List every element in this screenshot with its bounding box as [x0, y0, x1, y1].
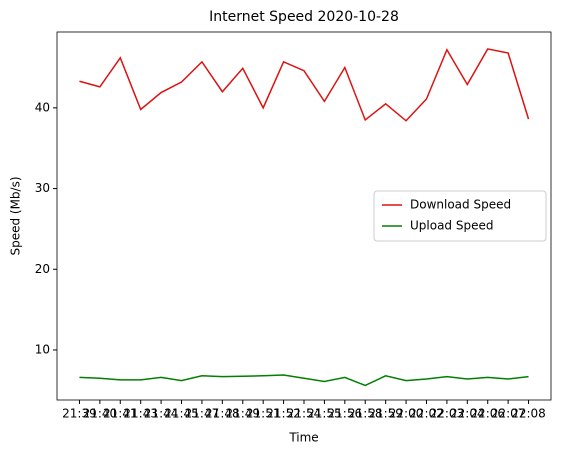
x-tick-label: 21:58: [348, 407, 383, 421]
y-tick-label: 10: [35, 342, 50, 356]
x-tick-label: 22:03: [430, 407, 465, 421]
y-tick-label: 20: [35, 262, 50, 276]
x-tick-label: 22:02: [409, 407, 444, 421]
legend-label: Upload Speed: [410, 219, 493, 233]
x-tick-label: 22:08: [511, 407, 546, 421]
series-line: [79, 374, 529, 387]
y-tick-label: 30: [35, 181, 50, 195]
x-tick-label: 22:00: [389, 407, 424, 421]
x-tick-label: 21:45: [164, 407, 199, 421]
series-line: [79, 48, 530, 122]
x-tick-label: 21:41: [103, 407, 138, 421]
plot-frame: [56, 31, 552, 401]
x-tick-label: 21:44: [144, 407, 179, 421]
legend-label: Download Speed: [410, 198, 511, 212]
x-tick-label: 22:07: [491, 407, 526, 421]
x-tick-label: 21:43: [123, 407, 158, 421]
x-tick-label: 21:56: [328, 407, 363, 421]
x-tick-label: 22:06: [470, 407, 505, 421]
x-tick-label: 21:48: [205, 407, 240, 421]
chart-title: Internet Speed 2020-10-28: [209, 9, 399, 25]
x-axis-label: Time: [288, 431, 318, 445]
x-tick-label: 21:54: [287, 407, 322, 421]
x-tick-label: 21:59: [368, 407, 403, 421]
x-tick-label: 21:51: [246, 407, 281, 421]
x-tick-label: 21:39: [62, 407, 97, 421]
y-axis-label: Speed (Mb/s): [9, 176, 23, 255]
x-tick-label: 21:49: [225, 407, 260, 421]
legend-box: [373, 190, 547, 242]
x-tick-label: 22:04: [450, 407, 485, 421]
x-tick-label: 21:47: [185, 407, 220, 421]
x-tick-label: 21:52: [266, 407, 301, 421]
y-tick-label: 40: [35, 100, 50, 114]
x-tick-label: 21:55: [307, 407, 342, 421]
x-tick-label: 21:40: [83, 407, 118, 421]
